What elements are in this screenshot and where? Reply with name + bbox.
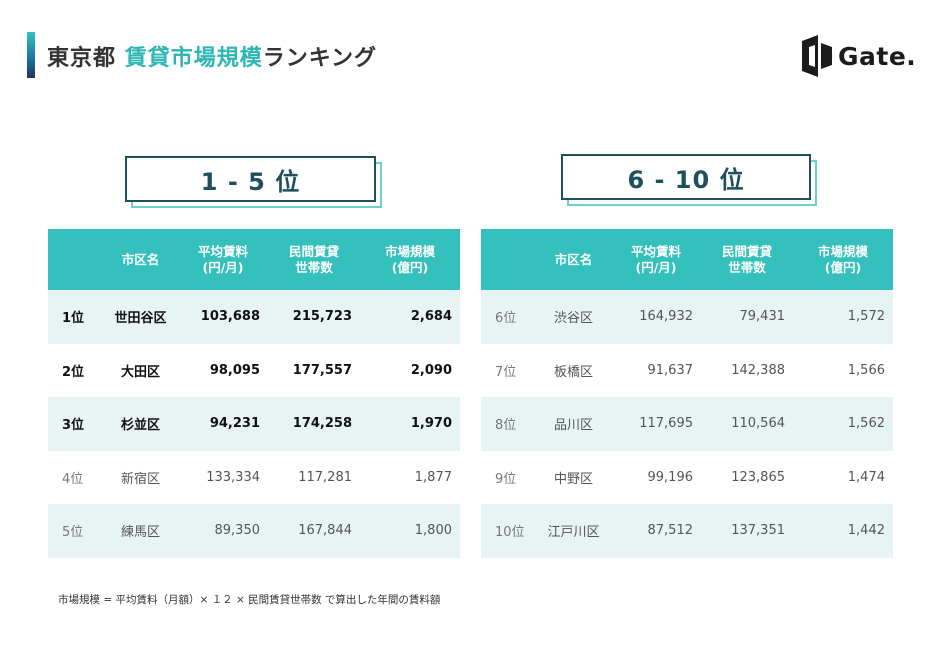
table-row: 10位 江戸川区 87,512 137,351 1,442 (481, 504, 893, 558)
rent-cell: 89,350 (214, 523, 261, 539)
households-cell: 174,258 (292, 416, 352, 432)
market-cell: 1,562 (847, 416, 885, 432)
rank-cell: 5位 (62, 525, 84, 541)
market-cell: 1,572 (847, 309, 885, 325)
market-cell: 1,474 (847, 469, 885, 485)
city-cell: 世田谷区 (114, 311, 167, 327)
rank-cell: 2位 (62, 364, 85, 380)
page-title: 東京都 賃貸市場規模ランキング (47, 40, 377, 72)
city-cell: 中野区 (553, 471, 593, 487)
rent-cell: 117,695 (639, 416, 693, 432)
households-cell: 79,431 (739, 309, 786, 325)
logo-text: Gate. (838, 41, 917, 71)
right-heading: 6 - 10 位 (561, 154, 811, 200)
city-cell: 江戸川区 (547, 525, 600, 541)
table-row: 5位 練馬区 89,350 167,844 1,800 (48, 504, 460, 558)
households-cell: 123,865 (731, 469, 785, 485)
city-cell: 大田区 (120, 364, 160, 380)
ranking-table-left: 市区名 平均賃料 (円/月) 民間賃貸 世帯数 市場規模 (億円) 1位 世田谷区 1… (48, 229, 460, 558)
rent-cell: 99,196 (647, 469, 694, 485)
households-cell: 117,281 (298, 469, 352, 485)
city-cell: 新宿区 (120, 471, 160, 487)
left-heading-box: 1 - 5 位 (125, 156, 382, 208)
header-city: 市区名 (554, 251, 593, 267)
rent-cell: 91,637 (647, 362, 694, 378)
rent-cell: 87,512 (647, 523, 694, 539)
rank-cell: 7位 (495, 364, 517, 380)
rank-cell: 3位 (62, 418, 85, 434)
rank-cell: 9位 (495, 471, 517, 487)
rent-cell: 94,231 (209, 416, 260, 432)
title-accent-bar (27, 32, 35, 78)
ranking-table-right: 市区名 平均賃料 (円/月) 民間賃貸 世帯数 市場規模 (億円) 6位 渋谷区 16… (481, 229, 893, 558)
market-cell: 1,442 (847, 523, 885, 539)
table-header: 市区名 平均賃料 (円/月) 民間賃貸 世帯数 市場規模 (億円) (481, 229, 893, 290)
market-cell: 1,877 (414, 469, 452, 485)
market-cell: 2,684 (410, 309, 452, 325)
footnote: 市場規模 = 平均賃料（月額）× １２ × 民間賃貸世帯数 で算出した年間の賃料… (58, 594, 441, 606)
table-row: 1位 世田谷区 103,688 215,723 2,684 (48, 290, 460, 344)
table-row: 2位 大田区 98,095 177,557 2,090 (48, 343, 460, 397)
city-cell: 渋谷区 (553, 311, 593, 327)
header-market: 市場規模 (億円) (384, 243, 435, 275)
table-row: 8位 品川区 117,695 110,564 1,562 (481, 397, 893, 451)
table-row: 6位 渋谷区 164,932 79,431 1,572 (481, 290, 893, 344)
rent-cell: 133,334 (206, 469, 260, 485)
city-cell: 練馬区 (120, 525, 160, 541)
rent-cell: 98,095 (209, 362, 260, 378)
table-row: 9位 中野区 99,196 123,865 1,474 (481, 450, 893, 504)
households-cell: 167,844 (298, 523, 352, 539)
header-market: 市場規模 (億円) (817, 243, 868, 275)
households-cell: 177,557 (292, 362, 352, 378)
right-heading-box: 6 - 10 位 (561, 154, 817, 206)
households-cell: 110,564 (731, 416, 785, 432)
table-header: 市区名 平均賃料 (円/月) 民間賃貸 世帯数 市場規模 (億円) (48, 229, 460, 290)
table-row: 7位 板橋区 91,637 142,388 1,566 (481, 343, 893, 397)
header-city: 市区名 (121, 251, 160, 267)
rent-cell: 103,688 (200, 309, 260, 325)
table-row: 4位 新宿区 133,334 117,281 1,877 (48, 450, 460, 504)
market-cell: 2,090 (410, 362, 452, 378)
rank-cell: 6位 (495, 311, 517, 327)
households-cell: 137,351 (731, 523, 785, 539)
left-heading: 1 - 5 位 (125, 156, 376, 202)
title-suffix: ランキング (262, 46, 378, 71)
city-cell: 品川区 (553, 418, 593, 434)
header-rent: 平均賃料 (円/月) (630, 243, 681, 275)
rank-cell: 1位 (62, 311, 85, 327)
city-cell: 板橋区 (553, 364, 593, 380)
rent-cell: 164,932 (639, 309, 693, 325)
rank-cell: 8位 (495, 418, 517, 434)
gate-logo-icon (802, 35, 832, 77)
header-rent: 平均賃料 (円/月) (197, 243, 248, 275)
households-cell: 215,723 (292, 309, 352, 325)
header-households: 民間賃貸 世帯数 (721, 243, 772, 275)
market-cell: 1,970 (410, 416, 452, 432)
table-row: 3位 杉並区 94,231 174,258 1,970 (48, 397, 460, 451)
title-accent: 賃貸市場規模 (124, 46, 263, 71)
market-cell: 1,566 (847, 362, 885, 378)
market-cell: 1,800 (414, 523, 452, 539)
city-cell: 杉並区 (120, 418, 160, 434)
rank-cell: 10位 (495, 525, 525, 541)
title-prefix: 東京都 (47, 46, 117, 71)
rank-cell: 4位 (62, 471, 84, 487)
header-households: 民間賃貸 世帯数 (288, 243, 339, 275)
households-cell: 142,388 (731, 362, 785, 378)
gate-logo: Gate. (802, 34, 916, 78)
